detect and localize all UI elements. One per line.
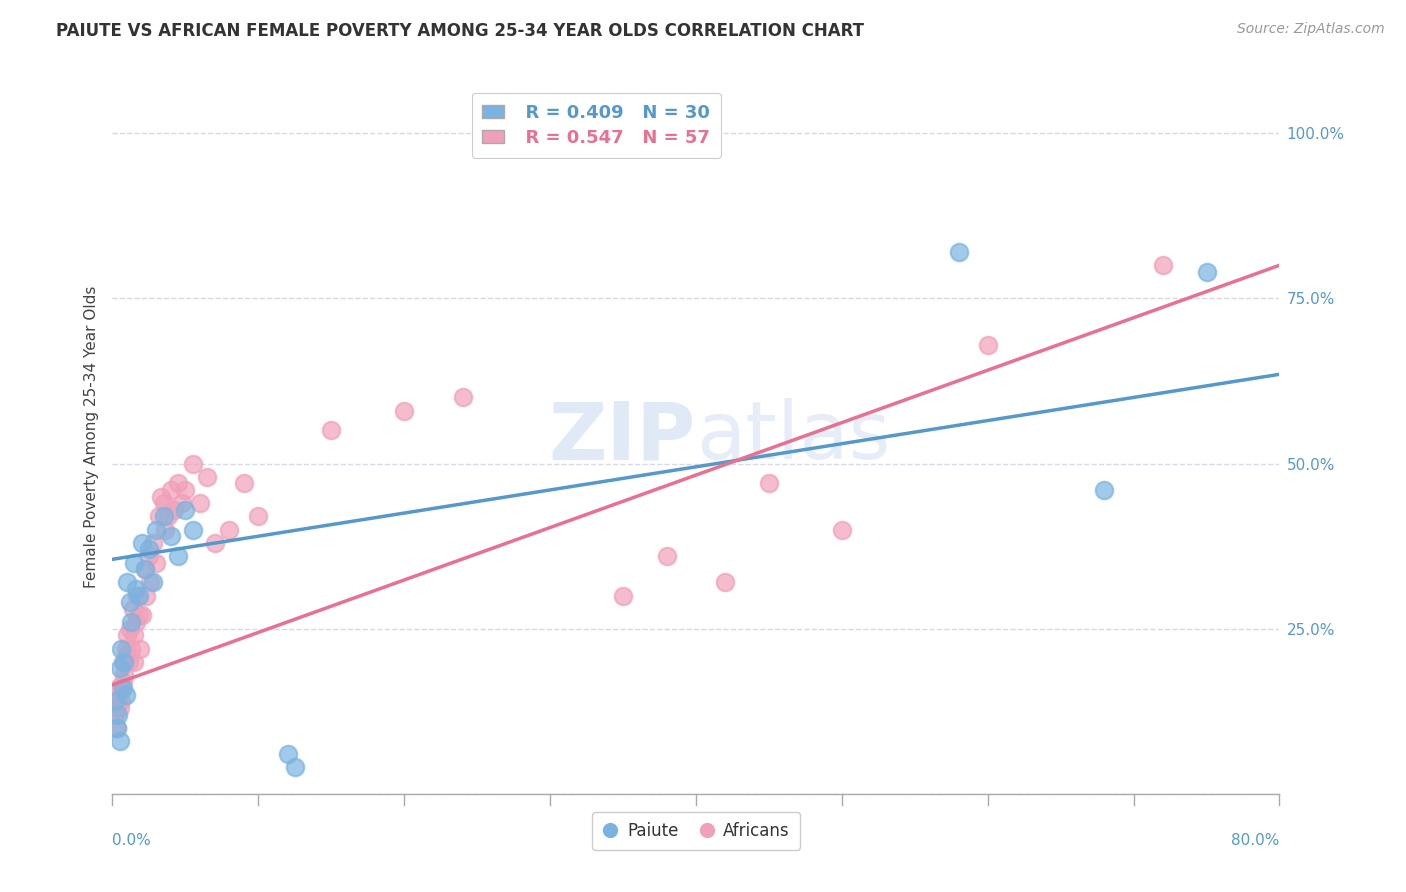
Point xyxy=(758,476,780,491)
Point xyxy=(115,648,138,662)
Point xyxy=(125,615,148,629)
Point xyxy=(104,694,127,708)
Point xyxy=(451,391,474,405)
Point xyxy=(160,483,183,497)
Point xyxy=(127,589,149,603)
Point xyxy=(124,556,146,570)
Point xyxy=(148,509,170,524)
Point xyxy=(111,655,134,669)
Point xyxy=(160,529,183,543)
Point xyxy=(181,457,204,471)
Point xyxy=(152,496,174,510)
Text: 0.0%: 0.0% xyxy=(112,833,152,848)
Point xyxy=(117,655,139,669)
Point xyxy=(125,582,148,596)
Point xyxy=(110,681,132,695)
Point xyxy=(107,694,129,708)
Text: PAIUTE VS AFRICAN FEMALE POVERTY AMONG 25-34 YEAR OLDS CORRELATION CHART: PAIUTE VS AFRICAN FEMALE POVERTY AMONG 2… xyxy=(56,22,865,40)
Point xyxy=(174,502,197,516)
Point xyxy=(135,589,157,603)
Text: Source: ZipAtlas.com: Source: ZipAtlas.com xyxy=(1237,22,1385,37)
Point xyxy=(108,661,131,675)
Point xyxy=(153,523,176,537)
Text: 80.0%: 80.0% xyxy=(1232,833,1279,848)
Point xyxy=(321,424,343,438)
Point xyxy=(394,403,416,417)
Point xyxy=(124,655,146,669)
Point xyxy=(1152,258,1174,272)
Point xyxy=(181,523,204,537)
Point xyxy=(145,523,167,537)
Point xyxy=(105,721,128,735)
Point xyxy=(120,615,142,629)
Point xyxy=(118,622,141,636)
Point xyxy=(163,502,186,516)
Point xyxy=(112,668,135,682)
Point xyxy=(976,337,998,351)
Point xyxy=(115,575,138,590)
Text: atlas: atlas xyxy=(696,398,890,476)
Point xyxy=(149,490,172,504)
Point xyxy=(139,575,162,590)
Point xyxy=(142,575,165,590)
Point xyxy=(831,523,853,537)
Point xyxy=(134,562,156,576)
Point xyxy=(156,509,179,524)
Text: ZIP: ZIP xyxy=(548,398,696,476)
Point xyxy=(110,641,132,656)
Point xyxy=(112,655,135,669)
Point xyxy=(118,595,141,609)
Point xyxy=(110,694,132,708)
Point xyxy=(284,760,307,774)
Point xyxy=(134,562,156,576)
Point xyxy=(218,523,240,537)
Point xyxy=(1094,483,1116,497)
Point xyxy=(128,608,150,623)
Point xyxy=(167,549,190,563)
Point xyxy=(948,245,970,260)
Point xyxy=(131,608,153,623)
Y-axis label: Female Poverty Among 25-34 Year Olds: Female Poverty Among 25-34 Year Olds xyxy=(83,286,98,588)
Point xyxy=(655,549,678,563)
Point xyxy=(188,496,211,510)
Point xyxy=(111,681,134,695)
Point xyxy=(107,707,129,722)
Point xyxy=(124,628,146,642)
Point xyxy=(108,701,131,715)
Point xyxy=(172,496,194,510)
Point xyxy=(152,509,174,524)
Point xyxy=(232,476,254,491)
Point xyxy=(120,641,142,656)
Point xyxy=(131,536,153,550)
Point xyxy=(114,641,136,656)
Point xyxy=(174,483,197,497)
Point xyxy=(111,674,134,689)
Point xyxy=(114,688,136,702)
Point xyxy=(276,747,298,762)
Point xyxy=(204,536,226,550)
Point xyxy=(115,628,138,642)
Point xyxy=(108,734,131,748)
Legend: Paiute, Africans: Paiute, Africans xyxy=(592,812,800,850)
Point xyxy=(145,556,167,570)
Point xyxy=(247,509,270,524)
Point xyxy=(104,707,127,722)
Point xyxy=(122,602,145,616)
Point xyxy=(129,641,152,656)
Point xyxy=(612,589,634,603)
Point xyxy=(167,476,190,491)
Point xyxy=(138,549,160,563)
Point xyxy=(107,681,129,695)
Point xyxy=(714,575,737,590)
Point xyxy=(142,536,165,550)
Point xyxy=(138,542,160,557)
Point xyxy=(128,589,150,603)
Point xyxy=(105,721,128,735)
Point xyxy=(1195,265,1218,279)
Point xyxy=(195,469,218,483)
